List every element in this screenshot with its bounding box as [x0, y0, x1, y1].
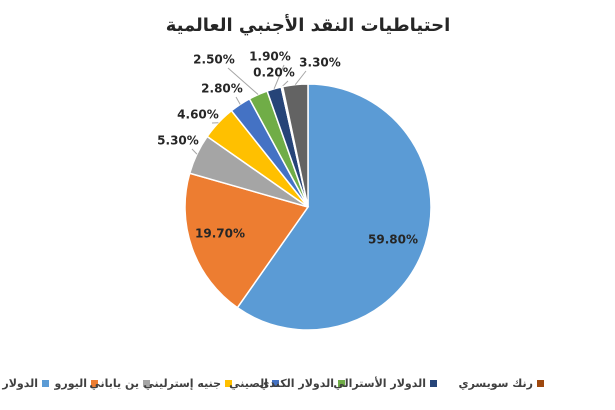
legend-label: اليورو [54, 377, 87, 390]
data-label: 3.30% [299, 56, 341, 70]
legend-label: الدولار الكندي [259, 377, 334, 390]
legend-marker [143, 380, 150, 387]
data-label: 19.70% [195, 227, 245, 241]
legend-marker [225, 380, 232, 387]
legend-marker [91, 380, 98, 387]
legend-label: ين ياباني [89, 377, 139, 390]
legend-label: الدولار ا [0, 377, 38, 390]
data-label: 4.60% [177, 108, 219, 122]
legend-label: الصيني [229, 377, 268, 390]
legend-marker [338, 380, 345, 387]
legend-label: رنك سويسري [459, 377, 534, 390]
data-label: 2.80% [201, 82, 243, 96]
data-label: 1.90% [249, 50, 291, 64]
leader-line [235, 96, 241, 105]
leader-line [273, 64, 285, 89]
legend-marker [272, 380, 279, 387]
leader-line [191, 148, 198, 155]
data-label: 2.50% [193, 53, 235, 67]
chart-title: احتياطيات النقد الأجنبي العالمية [166, 14, 451, 36]
data-label: 0.20% [253, 66, 295, 80]
legend-label: جنيه إسترليني [143, 377, 221, 390]
legend-marker [430, 380, 437, 387]
legend-marker [42, 380, 49, 387]
leader-line [294, 70, 307, 85]
data-label: 59.80% [368, 233, 418, 247]
pie-slice [236, 83, 432, 331]
legend-label: الدولار الأسترالي [333, 376, 426, 390]
pie-slice [184, 172, 310, 309]
data-label: 5.30% [157, 134, 199, 148]
legend-marker [537, 380, 544, 387]
leader-line [227, 67, 259, 95]
